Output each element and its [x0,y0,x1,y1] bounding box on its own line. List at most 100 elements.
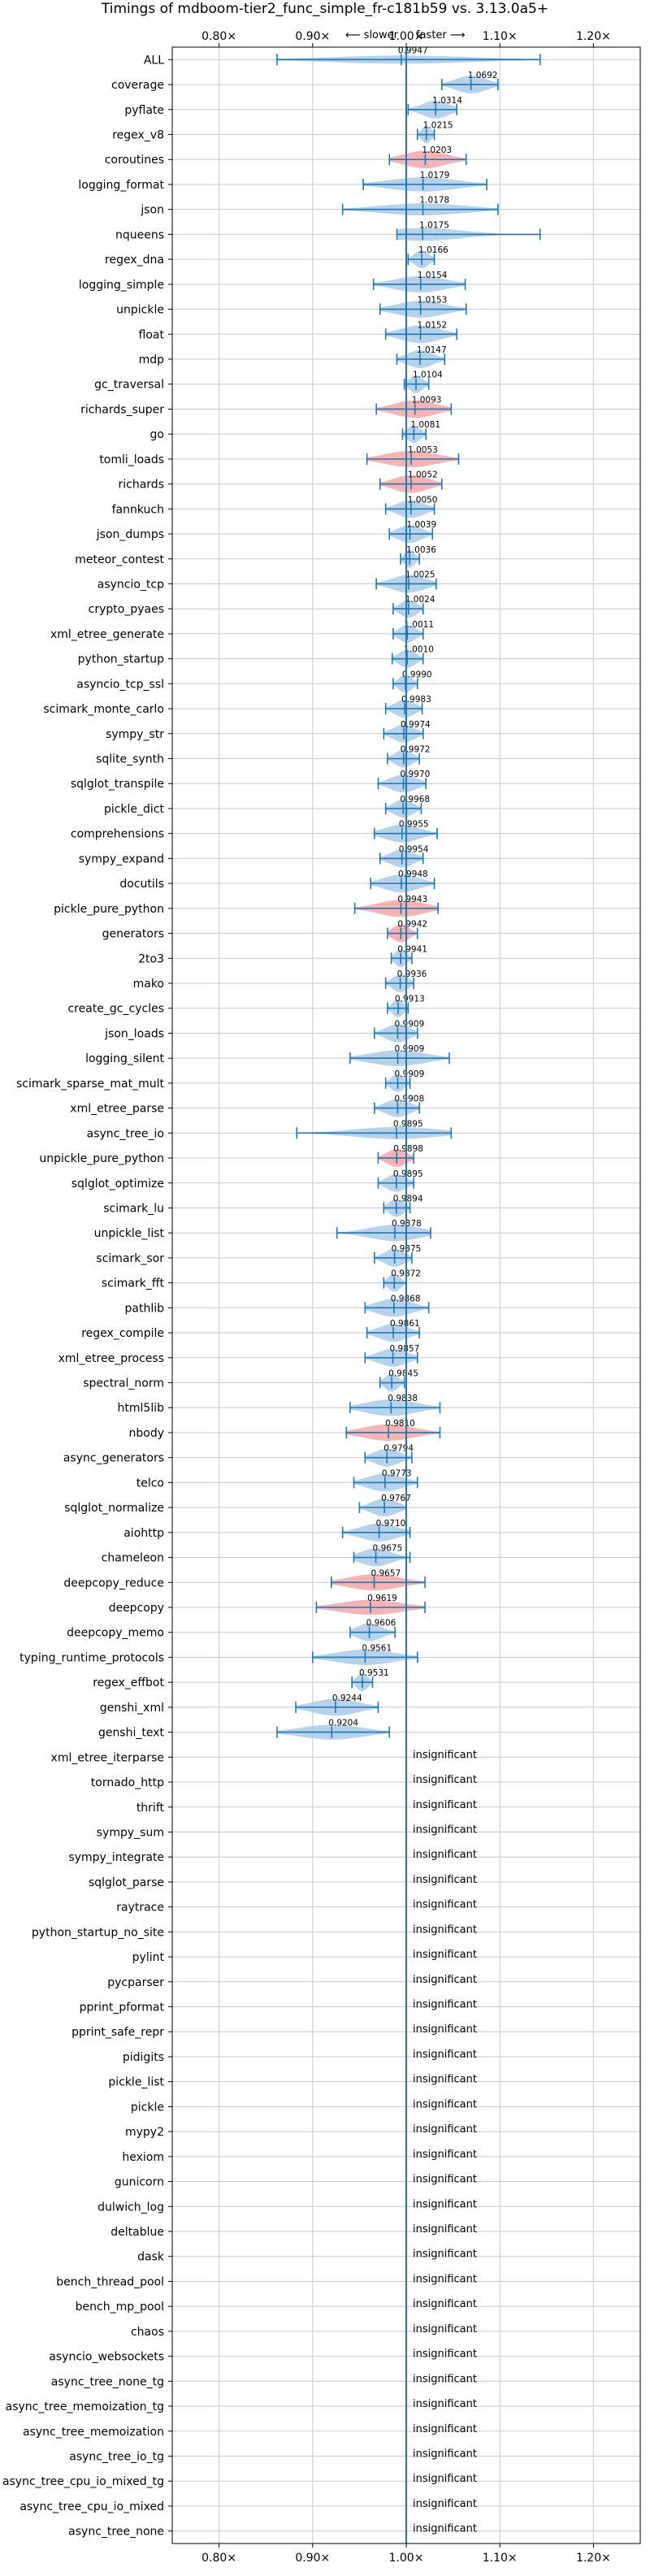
benchmark-label: dulwich_log [98,2201,164,2214]
benchmark-label: pickle [131,2101,164,2114]
insignificant-label: insignificant [413,1799,477,1811]
value-label: 0.9898 [393,1144,423,1154]
insignificant-label: insignificant [413,1849,477,1861]
slower-label: ⟵ slower [345,29,399,41]
value-label: 0.9657 [370,1568,401,1578]
benchmark-label: sympy_expand [79,852,164,865]
value-label: 0.9710 [376,1519,406,1529]
value-label: 0.9909 [395,1069,425,1079]
value-label: 0.9970 [401,770,431,779]
value-label: 1.0153 [418,296,448,306]
benchmark-label: json_dumps [96,528,164,541]
benchmark-label: meteor_contest [75,553,164,566]
benchmark-label: python_startup [78,653,164,666]
value-label: 1.0147 [417,345,447,355]
value-label: 0.9606 [366,1619,396,1628]
value-label: 1.0104 [413,371,443,380]
value-label: 0.9838 [388,1394,418,1403]
value-label: 0.9895 [393,1119,423,1129]
value-label: 0.9968 [400,795,430,804]
benchmark-label: deepcopy [109,1602,164,1615]
benchmark-label: tomli_loads [99,453,164,466]
benchmark-label: typing_runtime_protocols [20,1651,164,1664]
benchmark-label: thrift [136,1802,165,1815]
value-label: 1.0215 [423,121,453,131]
value-label: 0.9244 [332,1693,362,1703]
faster-label: faster ⟶ [416,29,466,41]
insignificant-label: insignificant [413,2473,477,2485]
benchmark-label: asyncio_tcp [98,578,164,591]
benchmark-label: hexiom [122,2151,164,2164]
value-label: 1.0692 [468,71,498,80]
benchmark-label: nbody [129,1427,165,1440]
insignificant-label: insignificant [413,2249,477,2261]
benchmark-label: pickle_dict [104,803,165,816]
benchmark-label: async_tree_none_tg [51,2375,164,2388]
value-label: 1.0081 [410,420,440,430]
benchmark-label: sqlglot_normalize [64,1502,164,1515]
benchmark-label: gunicorn [115,2176,164,2189]
value-label: 1.0039 [406,520,436,530]
benchmark-label: json [140,204,164,217]
benchmark-label: genshi_text [98,1727,165,1740]
insignificant-label: insignificant [413,2348,477,2361]
tick-label-bottom: 1.00× [389,2552,424,2565]
value-label: 1.0011 [404,620,434,630]
insignificant-label: insignificant [413,2049,477,2061]
benchmark-label: sqlglot_optimize [72,1177,164,1190]
value-label: 1.0050 [408,495,438,505]
value-label: 1.0178 [420,196,450,206]
value-label: 0.9894 [393,1194,423,1203]
benchmark-label: pidigits [123,2051,164,2064]
value-label: 1.0203 [422,145,452,155]
value-label: 1.0025 [405,570,436,579]
value-label: 1.0166 [418,245,448,255]
tick-label-bottom: 0.80× [202,2552,236,2565]
benchmark-label: nqueens [115,228,164,241]
top-tick-labels: 0.80× 0.90× 1.00× 1.10× 1.20× [202,30,611,47]
tick-label-bottom: 1.10× [483,2552,518,2565]
insignificant-label: insignificant [413,1974,477,1986]
benchmark-label: richards [119,479,165,492]
benchmark-label: 2to3 [138,952,164,965]
benchmark-label: sqlglot_transpile [71,778,164,791]
value-label: 0.9845 [388,1369,418,1379]
value-label: 0.9908 [394,1095,424,1104]
benchmark-label: dask [137,2251,165,2264]
tick-label-top: 1.20× [576,30,611,43]
benchmark-label: logging_format [78,179,164,192]
benchmark-label: create_gc_cycles [67,1003,164,1016]
insignificant-label: insignificant [413,1874,477,1886]
benchmark-label: ALL [144,54,164,67]
value-label: 0.9531 [359,1668,389,1678]
benchmark-label: async_tree_io_tg [69,2450,164,2463]
insignificant-label: insignificant [413,2174,477,2186]
benchmark-label: sympy_sum [97,1826,164,1839]
benchmark-label: tornado_http [91,1776,164,1789]
insignificant-label: insignificant [413,1899,477,1911]
insignificant-label: insignificant [413,2273,477,2285]
value-label: 1.0152 [418,320,448,330]
benchmark-label: scimark_sor [96,1252,164,1265]
benchmark-label: bench_mp_pool [76,2301,164,2314]
value-label: 0.9990 [402,670,432,679]
value-label: 0.9895 [393,1169,423,1179]
benchmark-label: pickle_pure_python [54,903,164,916]
benchmark-label: regex_v8 [112,129,164,142]
value-label: 0.9948 [398,870,428,879]
benchmark-label: xml_etree_iterparse [51,1751,164,1764]
benchmark-label: generators [102,928,164,941]
insignificant-label: insignificant [413,2149,477,2161]
bottom-tick-labels: 0.80× 0.90× 1.00× 1.10× 1.20× [202,2543,611,2565]
value-label: 1.0093 [412,395,442,405]
value-label: 0.9204 [328,1719,358,1728]
insignificant-label: insignificant [413,2298,477,2310]
benchmark-label: spectral_norm [83,1377,164,1390]
benchmark-label: aiohttp [124,1527,164,1540]
benchmark-label: sqlglot_parse [89,1876,164,1889]
value-label: 0.9773 [382,1468,412,1478]
insignificant-label: insignificant [413,1824,477,1836]
value-label: 1.0010 [404,645,434,655]
value-label: 0.9675 [373,1544,403,1554]
